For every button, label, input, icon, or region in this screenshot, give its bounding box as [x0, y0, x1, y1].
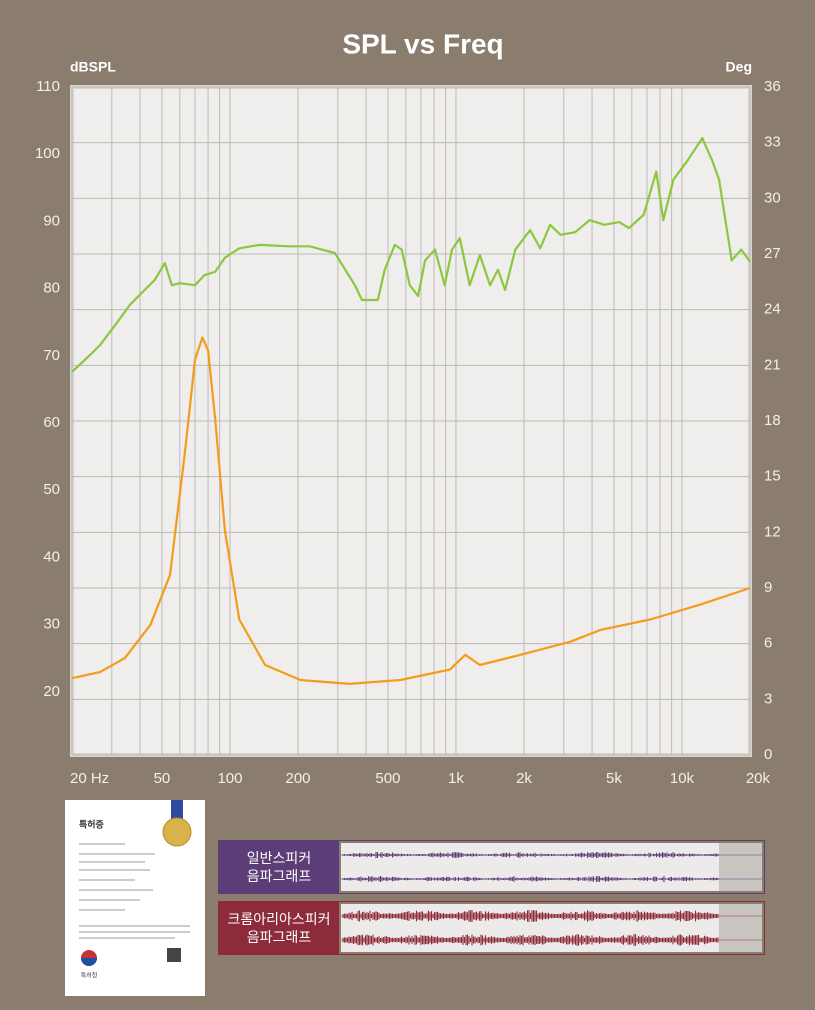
y-tick-label: 90	[43, 212, 60, 229]
y-tick-label: 100	[35, 145, 60, 162]
y-tick-label: 30	[43, 616, 60, 633]
waveform-art	[341, 904, 762, 952]
panel-label-line: 음파그래프	[246, 929, 312, 945]
patent-certificate: 특허증 특허청	[65, 800, 205, 996]
waveform	[341, 843, 762, 891]
waveform	[341, 904, 762, 952]
y-tick-label: 80	[43, 280, 60, 297]
x-tick-label: 10k	[670, 770, 695, 787]
ribbon	[171, 800, 183, 822]
y2-tick-label: 24	[764, 301, 781, 318]
x-tick-label: 20 Hz	[70, 770, 109, 787]
y-tick-label: 40	[43, 548, 60, 565]
x-tick-label: 100	[217, 770, 242, 787]
panel-label-line: 음파그래프	[246, 868, 312, 884]
chart-title: SPL vs Freq	[342, 28, 503, 59]
y2-tick-label: 15	[764, 468, 781, 485]
x-tick-label: 500	[375, 770, 400, 787]
x-tick-label: 1k	[448, 770, 464, 787]
panel-label-line: 일반스피커	[246, 850, 312, 866]
y2-axis-label: Deg	[726, 59, 752, 75]
series-line	[71, 137, 751, 373]
y2-tick-label: 9	[764, 579, 772, 596]
x-tick-label: 50	[154, 770, 171, 787]
qr-code	[167, 948, 181, 962]
y-tick-label: 110	[36, 78, 60, 95]
y2-tick-label: 0	[764, 746, 772, 763]
y-tick-label: 60	[43, 414, 60, 431]
noise-region	[719, 843, 762, 891]
waveform-art	[341, 843, 762, 891]
y2-tick-label: 3	[764, 690, 772, 707]
certificate-lines	[79, 843, 190, 939]
y-tick-label: 20	[43, 683, 60, 700]
series-line	[71, 336, 751, 685]
x-tick-label: 20k	[746, 770, 771, 787]
y2-tick-label: 36	[764, 78, 781, 95]
y2-tick-label: 21	[764, 356, 781, 373]
y2-tick-label: 12	[764, 523, 781, 540]
y2-tick-label: 18	[764, 412, 781, 429]
grid	[71, 86, 751, 756]
y2-tick-label: 27	[764, 245, 781, 262]
chart: SPL vs Freq dBSPL Deg 036912151821242730…	[35, 28, 781, 787]
noise-region	[719, 904, 762, 952]
y-tick-label: 70	[43, 347, 60, 364]
certificate-art: 특허증 특허청	[79, 800, 192, 980]
certificate-title: 특허증	[79, 818, 104, 829]
seal	[162, 817, 192, 847]
y-axis-label: dBSPL	[70, 59, 116, 75]
emblem-half	[81, 958, 97, 966]
panel-label-line: 크롬아리아스피커	[227, 911, 331, 927]
certificate-office: 특허청	[81, 972, 98, 980]
y-tick-label: 50	[43, 481, 60, 498]
x-tick-label: 200	[285, 770, 310, 787]
x-tick-label: 2k	[516, 770, 532, 787]
y2-tick-label: 33	[764, 134, 781, 151]
x-tick-label: 5k	[606, 770, 622, 787]
y2-tick-label: 30	[764, 189, 781, 206]
y2-tick-label: 6	[764, 635, 772, 652]
